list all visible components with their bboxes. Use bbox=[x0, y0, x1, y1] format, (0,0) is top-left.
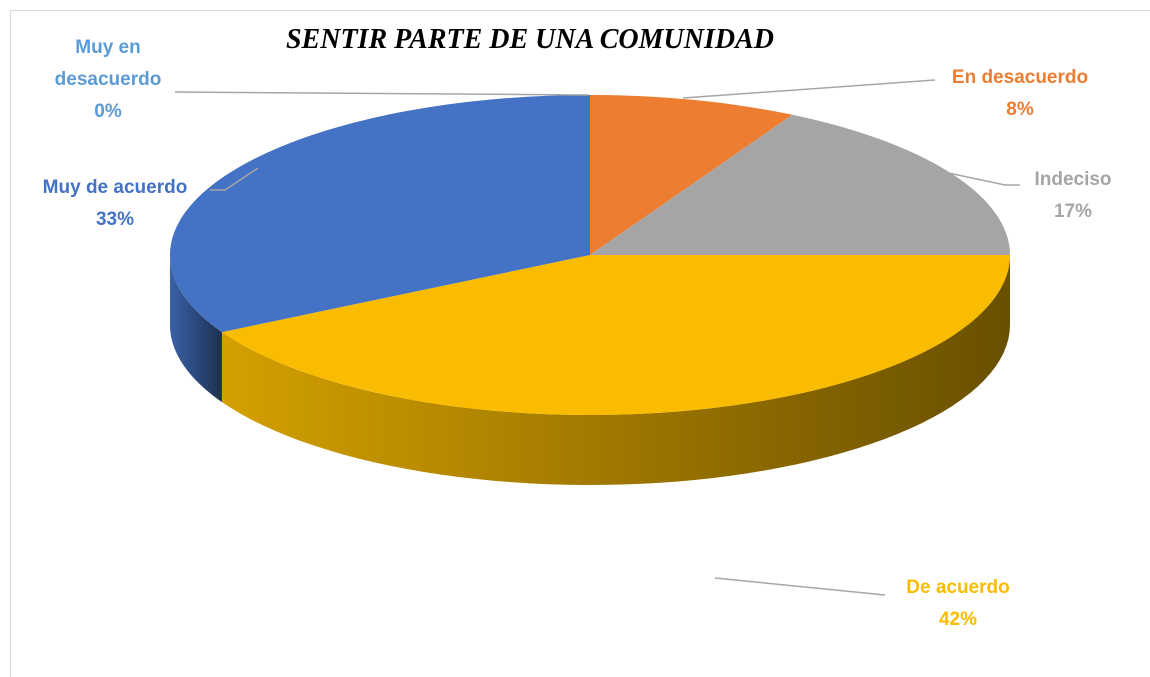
value-label: 8% bbox=[1006, 99, 1034, 120]
category-label: Muy en desacuerdo bbox=[54, 37, 162, 90]
pie-slice-side bbox=[170, 255, 222, 403]
category-label: Muy de acuerdo bbox=[42, 177, 188, 198]
chart-title: SENTIR PARTE DE UNA COMUNIDAD bbox=[285, 24, 775, 55]
data-label: En desacuerdo 8% bbox=[910, 62, 1130, 126]
pie-slice bbox=[590, 114, 1010, 256]
pie-tops bbox=[170, 95, 1011, 415]
pie-slice bbox=[170, 95, 590, 333]
value-label: 42% bbox=[938, 609, 978, 630]
value-label: 33% bbox=[95, 209, 135, 230]
chart-border bbox=[10, 10, 1150, 677]
pie-sides bbox=[170, 255, 1011, 485]
leader-line bbox=[682, 79, 936, 99]
leader-line bbox=[924, 167, 1020, 186]
leader-line bbox=[174, 91, 589, 96]
pie-slice bbox=[221, 255, 1011, 415]
leader-line bbox=[714, 577, 886, 596]
pie-slice bbox=[590, 95, 793, 255]
leader-line bbox=[210, 167, 259, 191]
data-label: Indeciso 17% bbox=[998, 164, 1148, 228]
category-label: Indeciso bbox=[1034, 169, 1112, 190]
data-label: Muy en desacuerdo 0% bbox=[38, 32, 178, 128]
pie-slice-side bbox=[221, 255, 1011, 485]
data-label: Muy de acuerdo 33% bbox=[15, 172, 215, 236]
category-label: En desacuerdo bbox=[951, 67, 1089, 88]
value-label: 17% bbox=[1053, 201, 1093, 222]
value-label: 0% bbox=[94, 101, 122, 122]
category-label: De acuerdo bbox=[906, 577, 1010, 598]
data-label: De acuerdo 42% bbox=[858, 572, 1058, 636]
